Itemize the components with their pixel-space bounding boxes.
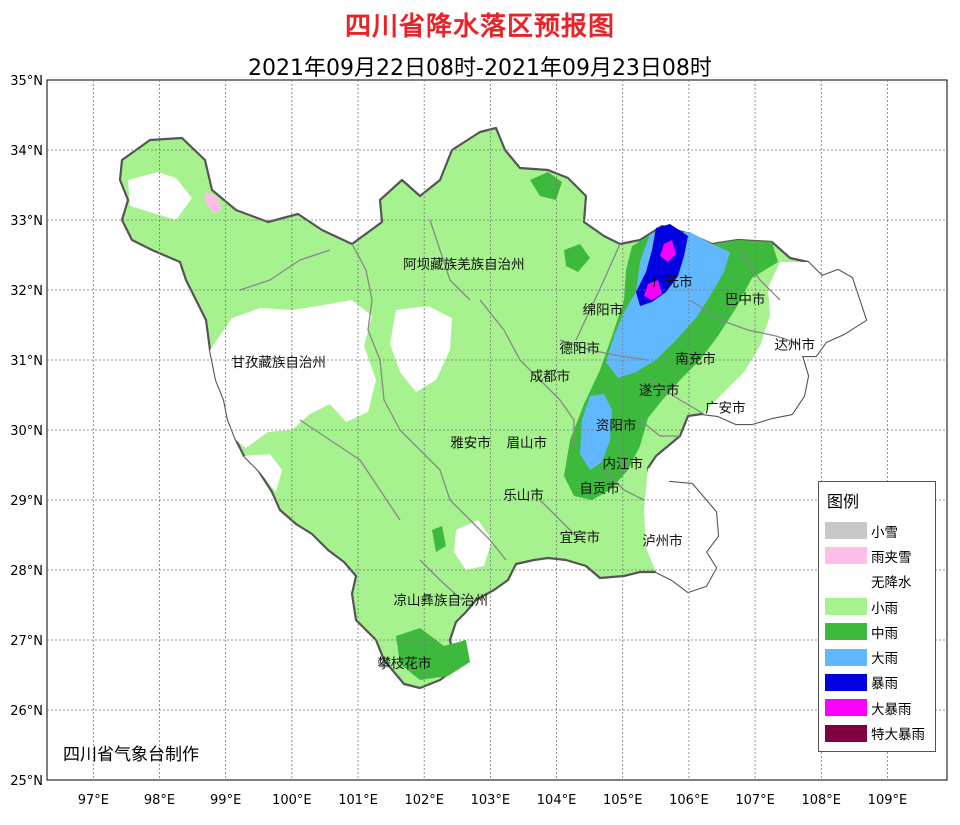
moderate-rain-panzhihua [396,628,470,680]
place-label: 内江市 [602,456,643,473]
legend-item: 小雪 [825,518,929,543]
lon-tick-label: 103°E [471,793,511,808]
place-label: 眉山市 [507,435,548,452]
lon-tick-label: 107°E [735,793,775,808]
place-label: 达州市 [775,337,816,354]
lat-tick-label: 30°N [10,424,43,439]
moderate-rain-north [530,172,562,200]
lat-tick-label: 27°N [10,634,43,649]
legend-title: 图例 [827,492,860,511]
legend-swatch [825,623,867,641]
legend-swatch [825,547,867,565]
map-title: 四川省降水落区预报图 [344,12,615,42]
legend-swatch [825,699,867,717]
lat-tick-label: 33°N [10,214,43,229]
place-label: 泸州市 [642,533,683,550]
no-precip-east [702,262,866,424]
lat-tick-label: 29°N [10,494,43,509]
lon-tick-label: 105°E [603,793,643,808]
no-precip-west [210,300,376,448]
lat-tick-label: 34°N [10,144,43,159]
place-label: 遂宁市 [639,382,680,399]
legend-swatch [825,724,867,742]
place-label: 广安市 [705,400,746,417]
moderate-rain-band [564,228,778,500]
axis-ticks: 97°E 98°E 99°E 100°E 101°E 102°E 103°E 104°E 105… [10,74,907,808]
no-precip-northwest [128,172,192,220]
place-label: 攀枝花市 [377,655,431,672]
no-precip-southwest [244,454,282,492]
lat-tick-label: 25°N [10,774,43,789]
legend-item: 雨夹雪 [825,543,929,568]
legend-item: 小雨 [825,594,929,619]
moderate-rain-aba [564,244,590,272]
place-label: 自贡市 [579,480,620,497]
legend-item: 无降水 [825,569,929,594]
legend-item: 大雨 [825,644,929,669]
legend-label: 雨夹雪 [871,549,912,566]
map-subtitle: 2021年09月22日08时-2021年09月23日08时 [248,56,712,81]
lat-tick-label: 31°N [10,354,43,369]
moderate-rain-liangshan [432,526,446,552]
no-precip-southeast [644,468,718,592]
lon-tick-label: 104°E [537,793,577,808]
lon-tick-label: 102°E [404,793,444,808]
lat-tick-label: 28°N [10,564,43,579]
heavy-rain-north [606,232,730,378]
lon-tick-label: 98°E [144,793,175,808]
heavy-rain-south [580,394,612,470]
lon-tick-label: 99°E [210,793,241,808]
legend-label: 暴雨 [871,676,898,693]
place-label: 南充市 [675,351,716,368]
producer-credit: 四川省气象台制作 [63,745,199,765]
lon-tick-label: 100°E [272,793,312,808]
place-label: 巴中市 [725,291,766,308]
legend-swatch [825,648,867,666]
legend-swatch [825,522,867,540]
lon-tick-label: 108°E [801,793,841,808]
place-label: 雅安市 [450,435,491,452]
place-label: 绵阳市 [583,302,624,319]
legend-label: 小雪 [871,524,898,541]
legend: 图例 小雪雨夹雪无降水小雨中雨大雨暴雨大暴雨特大暴雨 [818,481,936,752]
place-label: 宜宾市 [559,529,600,546]
legend-item: 大暴雨 [825,695,929,720]
lat-tick-label: 26°N [10,704,43,719]
no-precip-west-mid [390,306,452,392]
legend-label: 大雨 [871,651,898,668]
place-label: 资阳市 [596,417,637,434]
place-label: 成都市 [530,368,571,385]
place-label: 德阳市 [559,340,600,357]
place-label: 甘孜藏族自治州 [231,355,326,371]
lat-lon-grid [47,80,947,780]
lon-tick-label: 106°E [669,793,709,808]
legend-label: 无降水 [871,575,912,592]
heavy-rainstorm-area-1 [660,240,676,262]
lon-tick-label: 109°E [868,793,908,808]
place-label: 凉山彝族自治州 [394,593,489,609]
legend-swatch [825,673,867,691]
legend-item: 中雨 [825,619,929,644]
legend-label: 小雨 [871,600,898,617]
legend-item: 暴雨 [825,670,929,695]
place-label: 广元市 [652,274,693,291]
legend-item: 特大暴雨 [825,720,929,745]
lat-tick-label: 32°N [10,284,43,299]
place-label: 阿坝藏族羌族自治州 [403,257,525,273]
lon-tick-label: 97°E [78,793,109,808]
lat-tick-label: 35°N [10,74,43,89]
legend-swatch [825,598,867,616]
lon-tick-label: 101°E [338,793,378,808]
legend-label: 中雨 [871,625,898,642]
sleet-area [206,192,222,214]
place-label: 乐山市 [503,487,544,504]
legend-swatch [825,572,867,590]
legend-label: 大暴雨 [871,701,912,718]
legend-label: 特大暴雨 [871,727,925,744]
